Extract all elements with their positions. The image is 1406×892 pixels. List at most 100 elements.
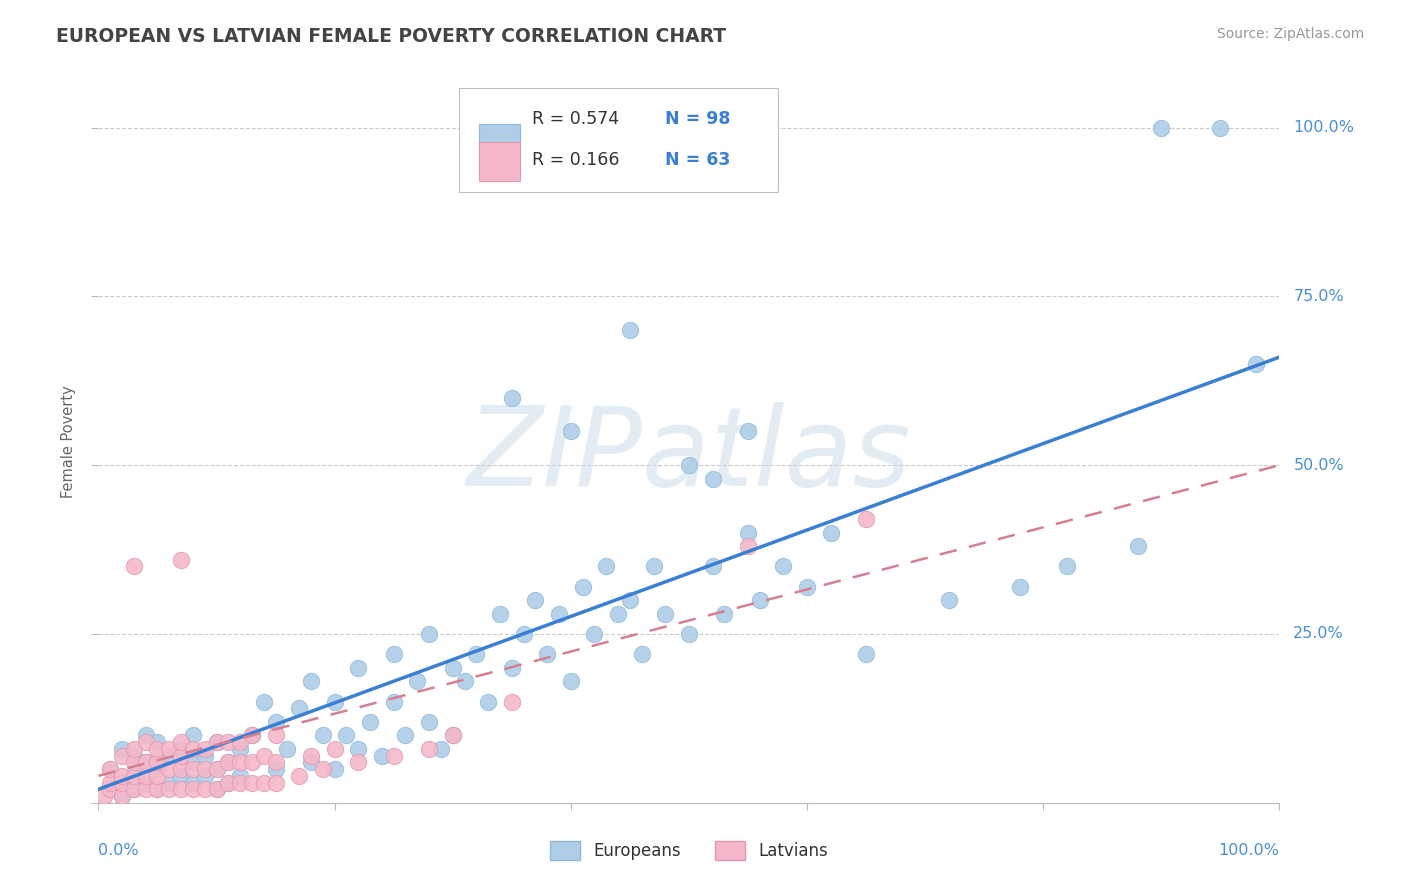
Point xyxy=(347,741,370,756)
Text: 100.0%: 100.0% xyxy=(1294,120,1354,135)
Point xyxy=(855,512,877,526)
FancyBboxPatch shape xyxy=(458,87,778,193)
Point xyxy=(93,789,115,803)
Point xyxy=(418,741,440,756)
Point xyxy=(347,756,370,770)
Point xyxy=(240,728,263,742)
Point xyxy=(619,323,641,337)
Point xyxy=(122,741,145,756)
Point xyxy=(181,775,204,789)
Point xyxy=(335,728,357,742)
Point xyxy=(217,735,239,749)
Point xyxy=(157,775,180,789)
Point xyxy=(170,735,193,749)
Text: N = 63: N = 63 xyxy=(665,151,731,169)
Point xyxy=(135,775,157,789)
Point xyxy=(217,775,239,789)
Point xyxy=(264,775,287,789)
Point xyxy=(98,775,121,789)
Point xyxy=(406,674,429,689)
Point xyxy=(560,674,582,689)
Point xyxy=(737,425,759,439)
Point xyxy=(122,559,145,574)
Point xyxy=(194,762,217,776)
Point xyxy=(702,559,724,574)
Point xyxy=(737,525,759,540)
Point xyxy=(122,769,145,783)
Point xyxy=(181,728,204,742)
Point xyxy=(111,775,134,789)
Point xyxy=(595,559,617,574)
Text: Source: ZipAtlas.com: Source: ZipAtlas.com xyxy=(1216,27,1364,41)
Point xyxy=(111,789,134,803)
Point xyxy=(170,762,193,776)
Legend: Europeans, Latvians: Europeans, Latvians xyxy=(544,834,834,867)
Point xyxy=(501,391,523,405)
Point xyxy=(157,782,180,797)
Text: R = 0.166: R = 0.166 xyxy=(531,151,620,169)
Point xyxy=(299,674,322,689)
Point xyxy=(288,701,311,715)
Point xyxy=(583,627,606,641)
Point xyxy=(382,694,405,708)
Point xyxy=(702,472,724,486)
Point xyxy=(111,748,134,763)
Point xyxy=(170,782,193,797)
Point xyxy=(643,559,665,574)
Point xyxy=(122,748,145,763)
Point xyxy=(98,762,121,776)
Point xyxy=(157,748,180,763)
Point xyxy=(229,735,252,749)
Point xyxy=(441,728,464,742)
Point xyxy=(181,741,204,756)
Point xyxy=(111,775,134,789)
Point xyxy=(253,775,276,789)
Point xyxy=(217,756,239,770)
Point xyxy=(489,607,512,621)
Point xyxy=(240,775,263,789)
Point xyxy=(855,647,877,661)
Point xyxy=(548,607,571,621)
Point xyxy=(1150,120,1173,135)
Point xyxy=(98,782,121,797)
Point xyxy=(453,674,475,689)
Text: N = 98: N = 98 xyxy=(665,110,731,128)
Point xyxy=(135,728,157,742)
Point xyxy=(98,782,121,797)
Point xyxy=(820,525,842,540)
Point xyxy=(796,580,818,594)
Point xyxy=(170,741,193,756)
Point xyxy=(382,647,405,661)
Point xyxy=(146,741,169,756)
Point xyxy=(619,593,641,607)
Point xyxy=(501,694,523,708)
Point xyxy=(170,748,193,763)
Point xyxy=(748,593,770,607)
FancyBboxPatch shape xyxy=(478,142,520,181)
Point xyxy=(382,748,405,763)
Text: ZIPatlas: ZIPatlas xyxy=(467,402,911,509)
Text: 25.0%: 25.0% xyxy=(1294,626,1344,641)
Point xyxy=(170,552,193,566)
Point xyxy=(276,741,298,756)
Point xyxy=(299,748,322,763)
Text: 100.0%: 100.0% xyxy=(1219,843,1279,857)
Point xyxy=(512,627,534,641)
Point xyxy=(111,769,134,783)
Point xyxy=(253,694,276,708)
Point xyxy=(122,769,145,783)
Point xyxy=(288,769,311,783)
Point xyxy=(146,782,169,797)
Point xyxy=(181,782,204,797)
Point xyxy=(240,756,263,770)
Point xyxy=(418,627,440,641)
Point xyxy=(205,735,228,749)
Point xyxy=(1056,559,1078,574)
Point xyxy=(371,748,394,763)
Text: 0.0%: 0.0% xyxy=(98,843,139,857)
Point xyxy=(430,741,453,756)
Point xyxy=(205,782,228,797)
Point xyxy=(146,756,169,770)
Point xyxy=(135,735,157,749)
Point xyxy=(229,741,252,756)
